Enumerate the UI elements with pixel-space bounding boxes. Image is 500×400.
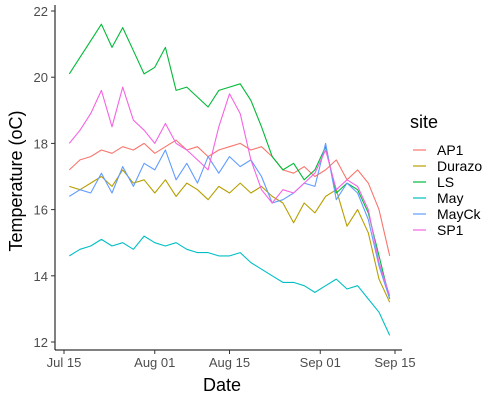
y-axis: 12 14 16 18 20 22 [34, 4, 56, 350]
series-line-ap1 [68, 139, 391, 257]
series-line-may [69, 235, 391, 336]
y-axis-title: Temperature (oC) [6, 110, 26, 251]
x-tick-label: Aug 01 [134, 355, 175, 370]
legend-label-sp1: SP1 [437, 222, 464, 238]
y-tick-label: 20 [34, 70, 48, 85]
x-axis-title: Date [203, 375, 241, 395]
series-line-sp1 [68, 86, 391, 296]
legend-label-ap1: AP1 [437, 142, 464, 158]
legend-label-may: May [437, 190, 463, 206]
legend-label-durazo: Durazo [437, 158, 482, 174]
x-tick-label: Jul 15 [47, 355, 82, 370]
x-tick-label: Sep 15 [374, 355, 415, 370]
y-tick-label: 16 [34, 203, 48, 218]
series-line-ls [68, 23, 391, 300]
y-tick-label: 22 [34, 4, 48, 19]
x-tick-label: Sep 01 [300, 355, 341, 370]
legend-label-ls: LS [437, 174, 454, 190]
legend-title: site [410, 112, 438, 132]
y-tick-label: 14 [34, 269, 48, 284]
y-tick-label: 18 [34, 136, 48, 151]
legend-label-mayck: MayCk [437, 206, 482, 222]
series-line-durazo [69, 169, 391, 303]
x-tick-label: Aug 15 [209, 355, 250, 370]
y-tick-label: 12 [34, 335, 48, 350]
x-axis: Jul 15 Aug 01 Aug 15 Sep 01 Sep 15 [47, 349, 416, 370]
plot-area [68, 23, 391, 336]
series-line-mayck [69, 142, 391, 300]
